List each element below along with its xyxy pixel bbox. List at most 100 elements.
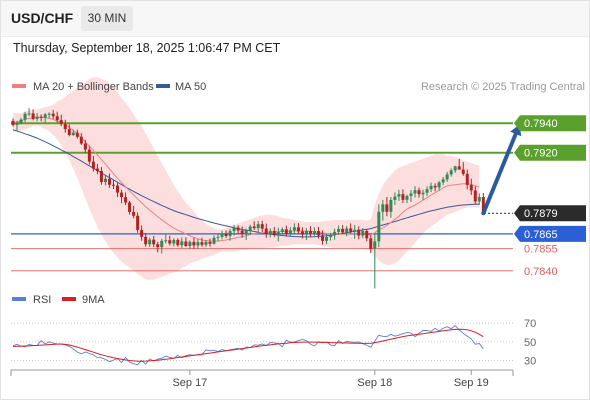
level-label-0.7920: 0.7920 bbox=[524, 148, 558, 160]
candle-body bbox=[112, 184, 115, 186]
candle-body bbox=[172, 239, 176, 244]
candle-body bbox=[325, 237, 329, 241]
candle-body bbox=[240, 230, 244, 235]
candle-body bbox=[268, 230, 272, 234]
candle-body bbox=[337, 228, 341, 232]
candle-body bbox=[43, 114, 47, 118]
candle-body bbox=[220, 233, 224, 237]
candle-body bbox=[317, 231, 321, 236]
candle-body bbox=[39, 116, 43, 118]
candle-body bbox=[212, 237, 216, 244]
candle-body bbox=[91, 161, 95, 169]
candle-body bbox=[457, 166, 461, 170]
candle-body bbox=[164, 240, 168, 242]
candle-body bbox=[300, 231, 304, 235]
candle-body bbox=[313, 231, 316, 234]
candle-body bbox=[361, 230, 365, 236]
candle-body bbox=[477, 197, 481, 202]
candle-body bbox=[296, 227, 300, 232]
candle-body bbox=[168, 240, 172, 244]
candle-body bbox=[369, 238, 373, 249]
candle-body bbox=[79, 136, 83, 144]
candle-body bbox=[152, 239, 156, 245]
candle-body bbox=[421, 192, 425, 195]
candle-body bbox=[27, 113, 31, 115]
bollinger-bands bbox=[13, 77, 480, 280]
candle-body bbox=[333, 231, 337, 236]
candle-body bbox=[200, 242, 204, 245]
bollinger-band-area bbox=[13, 77, 480, 280]
candle-body bbox=[276, 231, 280, 235]
candle-body bbox=[124, 197, 128, 203]
rsi-grid: 70 50 30 bbox=[11, 318, 536, 368]
candle-body bbox=[120, 192, 124, 198]
timeframe-badge[interactable]: 30 MIN bbox=[81, 6, 133, 31]
forecast-arrow bbox=[481, 124, 522, 216]
candle-body bbox=[292, 227, 296, 231]
candle-body bbox=[385, 204, 389, 212]
rsi-legend-swatch bbox=[12, 297, 26, 301]
candle-body bbox=[264, 228, 268, 234]
rsi-tick-50: 50 bbox=[524, 337, 536, 349]
candle-body bbox=[256, 224, 260, 229]
level-label-0.7840: 0.7840 bbox=[524, 266, 558, 278]
candle-body bbox=[144, 236, 148, 245]
candle-body bbox=[445, 174, 449, 180]
level-label-0.7865: 0.7865 bbox=[524, 229, 558, 241]
candle-body bbox=[437, 182, 441, 188]
candle-body bbox=[341, 228, 345, 233]
candle-body bbox=[160, 240, 164, 248]
candle-body bbox=[425, 189, 429, 193]
rsi-legend-label: RSI bbox=[33, 294, 51, 306]
candle-body bbox=[288, 230, 292, 234]
candle-body bbox=[449, 170, 453, 175]
candle-body bbox=[405, 195, 409, 200]
candle-body bbox=[184, 241, 188, 247]
candle-body bbox=[461, 169, 465, 174]
candle-body bbox=[132, 211, 136, 216]
rsi-ma-legend-label: 9MA bbox=[82, 294, 105, 306]
candle-body bbox=[83, 143, 87, 150]
candle-body bbox=[280, 229, 284, 232]
level-tag-0.7940 bbox=[514, 115, 586, 132]
candle-body bbox=[433, 185, 437, 188]
candle-body bbox=[216, 236, 220, 238]
candle-body bbox=[67, 129, 71, 135]
rsi-lines bbox=[12, 324, 484, 366]
rsi-tick-70: 70 bbox=[524, 318, 536, 330]
candle-body bbox=[252, 226, 256, 229]
candle-body bbox=[224, 233, 228, 236]
candle-body bbox=[176, 239, 180, 246]
timestamp: Thursday, September 18, 2025 1:06:47 PM … bbox=[13, 41, 281, 55]
candle-body bbox=[304, 230, 308, 235]
candle-body bbox=[55, 116, 59, 121]
candle-body bbox=[373, 241, 377, 249]
candle-body bbox=[188, 241, 192, 247]
candle-body bbox=[23, 113, 27, 120]
candle-body bbox=[473, 190, 477, 202]
candle-body bbox=[349, 228, 353, 232]
level-tag-0.7865 bbox=[514, 225, 586, 242]
candle-body bbox=[128, 202, 132, 212]
ma20-legend-label: MA 20 + Bollinger Bands bbox=[33, 81, 154, 93]
header-bar: USD/CHF 30 MIN bbox=[0, 0, 590, 37]
candle-body bbox=[389, 199, 393, 212]
candle-body bbox=[481, 197, 485, 214]
candle-body bbox=[329, 235, 333, 238]
candle-body bbox=[148, 239, 152, 245]
candle-body bbox=[116, 185, 120, 193]
level-label-0.7855: 0.7855 bbox=[524, 244, 558, 256]
candle-body bbox=[136, 215, 140, 230]
candle-body bbox=[11, 120, 15, 125]
candle-body bbox=[192, 241, 196, 246]
candle-body bbox=[272, 230, 276, 235]
candle-body bbox=[401, 194, 405, 200]
candle-body bbox=[441, 179, 445, 183]
rsi-ma-line bbox=[12, 328, 484, 362]
candle-body bbox=[321, 235, 325, 241]
forecast-arrow-shaft bbox=[481, 131, 518, 216]
candle-body bbox=[284, 229, 288, 234]
candle-body bbox=[365, 230, 369, 239]
candles bbox=[11, 108, 485, 289]
candle-body bbox=[31, 113, 35, 119]
